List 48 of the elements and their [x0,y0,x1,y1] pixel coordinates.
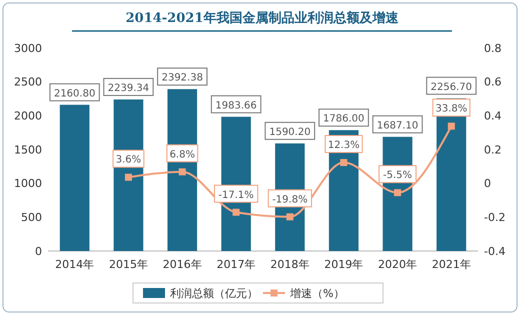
x-tick-label: 2019年 [324,258,364,271]
data-label: 2256.70 [430,82,472,93]
data-label: 1983.66 [215,100,257,112]
data-label: 2239.34 [108,82,150,94]
y2-tick-label: -0.4 [484,244,506,258]
data-label: 12.3% [328,140,360,152]
y-tick-label: 2000 [14,110,42,123]
data-label: 6.8% [170,149,195,160]
x-tick-label: 2020年 [378,258,418,271]
y2-tick-label: 0.8 [484,42,502,55]
data-label: 2392.38 [162,72,203,84]
x-tick-label: 2018年 [270,258,310,271]
data-label: 1687.10 [376,120,418,132]
data-label: -5.5% [383,170,412,182]
data-label: -19.8% [272,194,308,206]
data-label: -17.1% [218,190,254,201]
y2-tick-label: 0.4 [484,110,502,123]
x-tick-label: 2015年 [108,258,148,271]
y-tick-label: 1000 [14,177,42,190]
point [124,174,132,181]
y-tick-label: 1500 [14,143,42,156]
point [178,168,186,176]
y2-tick-label: -0.2 [484,211,506,224]
y-tick-label: 2500 [14,76,42,89]
point [286,213,294,220]
point [340,159,348,166]
chart-title: 2014-2021年我国金属制品业利润总额及增速 [126,10,400,26]
x-tick-label: 2014年 [55,258,94,271]
legend-label: 利润总额（亿元） [170,286,258,300]
data-label: 1786.00 [323,114,364,125]
point [448,122,455,130]
y2-tick-label: 0.6 [484,76,502,89]
y-tick-label: 3000 [14,42,42,55]
data-label: 1590.20 [269,126,311,138]
x-tick-label: 2021年 [432,258,471,271]
y2-tick-label: 0 [484,177,491,190]
point [232,208,240,216]
data-label: 3.6% [116,154,142,166]
legend-label: 增速（%） [289,286,344,300]
bar [60,104,90,251]
x-tick-label: 2017年 [216,258,256,271]
point [394,189,402,196]
data-label: 2160.80 [54,88,96,100]
data-label: 33.8% [435,104,468,115]
y-tick-label: 0 [35,244,42,258]
y2-tick-label: 0.2 [484,143,502,156]
y-tick-label: 500 [21,211,42,224]
x-tick-label: 2016年 [162,258,202,271]
